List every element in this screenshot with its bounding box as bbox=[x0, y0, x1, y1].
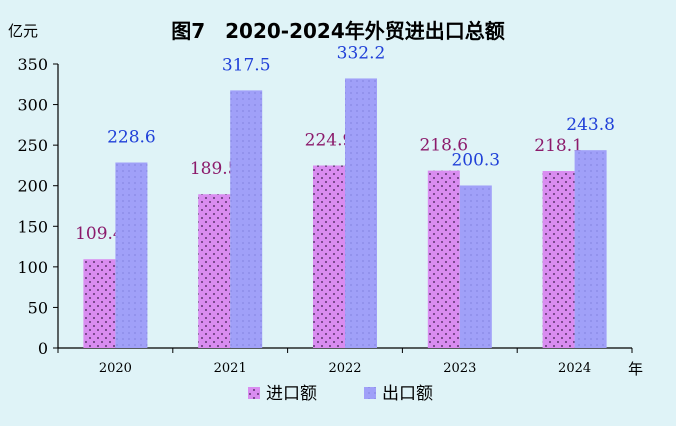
export-bar bbox=[115, 162, 148, 348]
import-value-label: 109.4 bbox=[75, 224, 124, 244]
y-tick-label: 150 bbox=[17, 217, 48, 236]
import-value-label: 189.5 bbox=[190, 159, 239, 179]
import-value-label: 218.1 bbox=[534, 136, 583, 156]
x-axis-unit: 年 bbox=[628, 360, 643, 378]
export-value-label: 317.5 bbox=[222, 55, 271, 75]
chart-title: 图7 2020-2024年外贸进出口总额 bbox=[171, 19, 505, 43]
export-bar bbox=[230, 90, 263, 348]
legend-label-export: 出口额 bbox=[382, 384, 433, 404]
legend-swatch-export bbox=[364, 387, 376, 399]
export-value-label: 332.2 bbox=[337, 43, 386, 63]
y-axis-unit: 亿元 bbox=[8, 22, 38, 40]
y-tick-label: 200 bbox=[17, 177, 48, 196]
legend-label-import: 进口额 bbox=[266, 384, 317, 404]
y-tick-label: 350 bbox=[17, 55, 48, 74]
x-tick-label: 2023 bbox=[443, 361, 476, 376]
legend-swatch-import bbox=[248, 387, 260, 399]
x-tick-label: 2022 bbox=[328, 361, 361, 376]
y-tick-label: 100 bbox=[17, 258, 48, 277]
x-tick-label: 2021 bbox=[214, 361, 247, 376]
import-value-label: 224.9 bbox=[305, 131, 354, 151]
import-value-label: 218.6 bbox=[419, 136, 468, 156]
y-tick-label: 250 bbox=[17, 136, 48, 155]
y-tick-label: 300 bbox=[17, 96, 48, 115]
import-bar bbox=[313, 165, 345, 348]
bars: 109.4 228.6 189.5 317.5 224.9 332.2 218.6200.3… bbox=[75, 43, 615, 349]
import-bar bbox=[83, 259, 116, 348]
import-bar bbox=[542, 171, 575, 348]
export-value-label: 200.3 bbox=[451, 150, 500, 170]
export-value-label: 228.6 bbox=[107, 128, 156, 148]
axes: 0 50 100 150 200 250 300 350 2020 2021 2022 2023 202… bbox=[17, 55, 633, 376]
export-bar bbox=[459, 185, 492, 348]
y-tick-label: 0 bbox=[38, 339, 48, 358]
import-bar bbox=[198, 194, 231, 348]
x-tick-label: 2024 bbox=[558, 361, 591, 376]
export-bar bbox=[574, 150, 607, 348]
legend: 进口额 出口额 bbox=[248, 384, 433, 404]
import-bar bbox=[427, 170, 460, 348]
x-tick-label: 2020 bbox=[99, 361, 132, 376]
export-bar bbox=[345, 78, 377, 349]
y-tick-label: 50 bbox=[28, 298, 48, 317]
export-value-label: 243.8 bbox=[566, 115, 615, 135]
